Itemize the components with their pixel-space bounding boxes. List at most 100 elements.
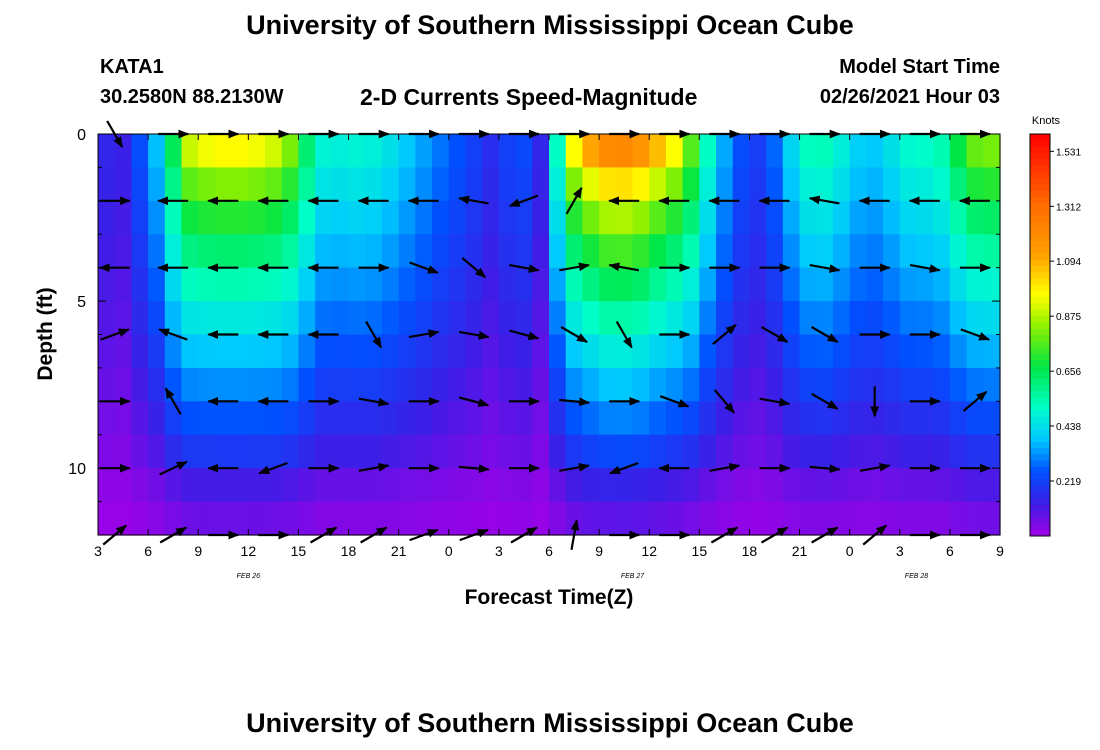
heatmap-cell <box>331 367 350 402</box>
colorbar-segment <box>1030 253 1050 261</box>
heatmap-cell <box>799 401 817 436</box>
heatmap-cell <box>532 301 550 336</box>
current-vector <box>459 396 490 407</box>
heatmap-cell <box>749 401 767 436</box>
heatmap-cell <box>398 501 416 536</box>
heatmap-cell <box>682 501 700 536</box>
heatmap-cell <box>732 334 751 369</box>
heatmap-cell <box>766 134 784 169</box>
heatmap-cell <box>799 468 817 503</box>
heatmap-cell <box>716 334 734 369</box>
heatmap-cell <box>749 468 767 503</box>
heatmap-cell <box>983 501 1001 536</box>
colorbar-segment <box>1030 291 1050 298</box>
heatmap-cell <box>482 267 500 302</box>
heatmap-cell <box>148 167 166 202</box>
heatmap-cell <box>832 468 851 503</box>
heatmap-cell <box>916 367 934 402</box>
heatmap-cell <box>348 167 366 202</box>
heatmap-cell <box>482 468 500 503</box>
current-vector <box>559 262 590 272</box>
current-vector <box>713 389 735 414</box>
heatmap-cell <box>214 367 233 402</box>
heatmap-cell <box>181 501 199 536</box>
heatmap-cell <box>883 234 901 269</box>
colorbar-segment <box>1030 272 1050 279</box>
colorbar-segment <box>1030 416 1050 424</box>
current-vector <box>565 186 583 215</box>
heatmap-cell <box>98 501 116 536</box>
heatmap-cell <box>348 334 366 369</box>
heatmap-cell <box>766 334 784 369</box>
heatmap-cell <box>883 134 901 169</box>
station-coordinates: 30.2580N 88.2130W <box>100 86 284 108</box>
heatmap-cell <box>732 301 751 336</box>
heatmap-cell <box>231 501 249 536</box>
heatmap-cell <box>632 200 650 235</box>
heatmap-cell <box>849 301 867 336</box>
heatmap-cell <box>281 200 300 235</box>
heatmap-cell <box>599 167 617 202</box>
heatmap-cell <box>699 200 717 235</box>
heatmap-cell <box>549 267 567 302</box>
current-vector <box>759 397 791 407</box>
heatmap-cell <box>866 468 884 503</box>
heatmap-cell <box>248 334 266 369</box>
heatmap-cell <box>966 234 984 269</box>
heatmap-cell <box>331 334 350 369</box>
heatmap-cell <box>732 267 751 302</box>
heatmap-cell <box>448 167 467 202</box>
heatmap-cell <box>883 468 901 503</box>
heatmap-cell <box>949 167 968 202</box>
heatmap-cell <box>248 267 266 302</box>
current-vector <box>559 397 591 407</box>
heatmap-cell <box>214 267 233 302</box>
heatmap-cell <box>866 367 884 402</box>
heatmap-cell <box>432 367 450 402</box>
heatmap-cell <box>265 367 283 402</box>
heatmap-cell <box>398 267 416 302</box>
date-label: FEB 27 <box>621 573 645 580</box>
heatmap-cell <box>148 267 166 302</box>
heatmap-cell <box>231 301 249 336</box>
heatmap-cell <box>448 501 467 536</box>
heatmap-cell <box>148 501 166 536</box>
heatmap-cell <box>665 501 684 536</box>
heatmap-cell <box>565 267 583 302</box>
heatmap-cell <box>716 434 734 469</box>
heatmap-cell <box>164 468 183 503</box>
heatmap-cell <box>265 200 283 235</box>
colorbar-segment <box>1030 240 1050 248</box>
x-tick-label: 18 <box>341 543 357 559</box>
heatmap-cell <box>532 234 550 269</box>
colorbar-segment <box>1030 221 1050 229</box>
heatmap-cell <box>816 367 834 402</box>
heatmap-cell <box>949 234 968 269</box>
current-vector <box>712 324 737 345</box>
heatmap-cell <box>582 234 600 269</box>
heatmap-cell <box>432 334 450 369</box>
heatmap-cell <box>365 167 383 202</box>
current-vector <box>408 329 440 339</box>
heatmap-cell <box>916 334 934 369</box>
current-vector <box>909 264 941 273</box>
heatmap-cell <box>265 134 283 169</box>
heatmap-cell <box>315 134 333 169</box>
heatmap-cell <box>949 200 968 235</box>
colorbar-segment <box>1030 140 1050 148</box>
heatmap-cell <box>398 367 416 402</box>
heatmap-cell <box>114 401 132 436</box>
heatmap-cell <box>281 134 300 169</box>
heatmap-cell <box>682 167 700 202</box>
colorbar-segment <box>1030 171 1050 179</box>
heatmap-cell <box>565 468 583 503</box>
colorbar-frame <box>1029 133 1051 537</box>
colorbar-segment <box>1030 441 1050 449</box>
heatmap-cell <box>131 134 149 169</box>
heatmap-cell <box>782 434 801 469</box>
heatmap-cell <box>248 401 266 436</box>
heatmap-cell <box>565 301 583 336</box>
heatmap-cell <box>498 367 517 402</box>
heatmap-cell <box>265 234 283 269</box>
colorbar-segment <box>1030 203 1050 210</box>
